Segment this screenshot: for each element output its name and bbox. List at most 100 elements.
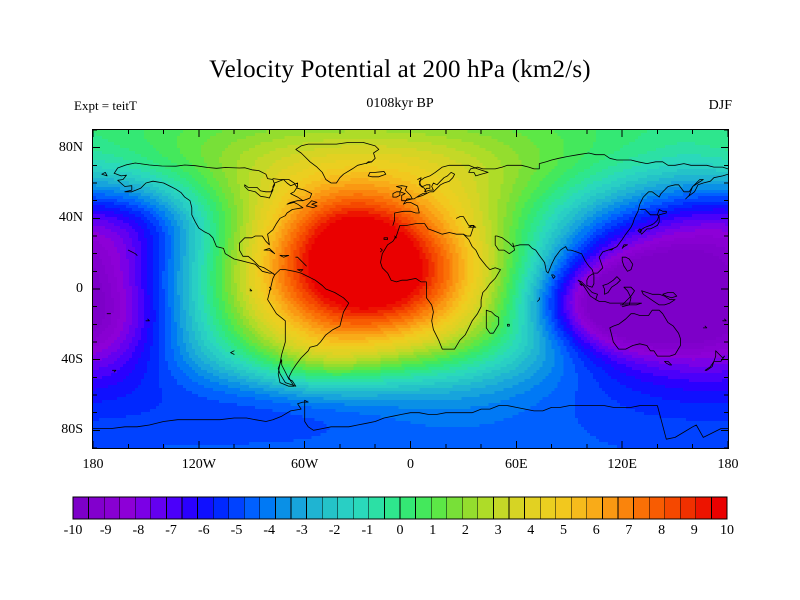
colorbar-tick-label: -5	[230, 523, 243, 538]
colorbar-cell	[213, 497, 230, 519]
coastline-path	[579, 283, 584, 286]
colorbar-tick-label: 7	[625, 523, 633, 538]
x-axis-tick-label: 120W	[181, 457, 216, 472]
colorbar-cell	[384, 497, 401, 519]
coastline-path	[641, 290, 676, 306]
colorbar-tick-label: -9	[99, 523, 112, 538]
colorbar-tick-label: 8	[658, 523, 666, 538]
x-axis-tick-label: 120E	[607, 457, 637, 472]
coastline-path	[621, 244, 628, 249]
colorbar-cell	[182, 497, 198, 519]
coastline-path	[662, 292, 678, 299]
contour-field	[93, 130, 729, 449]
coastlines	[93, 142, 728, 440]
colorbar-cell	[633, 497, 650, 519]
coastline-path	[637, 228, 642, 233]
coastline-path	[249, 288, 253, 292]
coastline-path	[366, 161, 373, 164]
coastline-path	[127, 249, 138, 256]
colorbar-tick-label: 5	[560, 523, 567, 538]
colorbar-cell	[695, 497, 712, 519]
colorbar-tick-label: 0	[396, 523, 404, 538]
coastline-path	[113, 162, 313, 202]
x-axis-tick-label: 60E	[505, 457, 528, 472]
figure-subtitle: 0108kyr BP	[366, 96, 434, 111]
colorbar-cell	[368, 497, 385, 519]
coastline-path	[702, 325, 708, 329]
colorbar-cell	[664, 497, 681, 519]
colorbar-cell	[104, 497, 121, 519]
colorbar-cell	[649, 497, 666, 519]
colorbar-cell	[555, 497, 572, 519]
colorbar-tick-label: 2	[461, 523, 469, 538]
colorbar-tick-label: -8	[132, 523, 145, 538]
colorbar-cell	[353, 497, 370, 519]
colorbar-tick-label: -4	[263, 523, 276, 538]
coastline-path	[306, 200, 318, 209]
y-axis-tick-label: 80S	[61, 422, 83, 438]
colorbar-tick-label: -6	[197, 523, 210, 538]
colorbar-cell	[571, 497, 588, 519]
colorbar-cell	[540, 497, 557, 519]
coastline-path	[456, 216, 475, 237]
colorbar-tick-label: 9	[690, 523, 698, 538]
coastline-path	[396, 185, 413, 202]
coastline-path	[230, 350, 235, 355]
colorbar-cell	[711, 497, 728, 519]
coastline-path	[263, 248, 276, 255]
colorbar-cell	[415, 497, 432, 519]
x-axis-tick-label: 60W	[291, 457, 319, 472]
page-title: Velocity Potential at 200 hPa (km2/s)	[209, 56, 591, 83]
colorbar-cell	[524, 497, 541, 519]
colorbar-tick-label: -7	[165, 523, 177, 538]
coastline-path	[112, 369, 117, 373]
colorbar-cell	[306, 497, 323, 519]
y-axis-tick-label: 80N	[58, 139, 83, 155]
coastline-path	[297, 269, 304, 272]
colorbar-cell	[509, 497, 525, 519]
plot-frame	[92, 129, 729, 449]
colorbar-tick-label: -3	[296, 523, 308, 538]
coastline-path	[639, 209, 667, 235]
coastline-path	[304, 399, 728, 440]
coastline-path	[295, 142, 380, 184]
colorbar-tick-label: 4	[527, 523, 535, 538]
axes	[92, 129, 729, 449]
colorbar-tick-label: 3	[494, 523, 502, 538]
colorbar-cell	[88, 497, 105, 519]
coastline-path	[380, 223, 501, 350]
colorbar-cell	[586, 497, 603, 519]
coastline-path	[394, 235, 397, 239]
coastline-path	[507, 323, 510, 327]
coastline-path	[621, 256, 634, 272]
coastline-path	[537, 297, 540, 302]
colorbar-cell	[337, 497, 354, 519]
colorbar-cell	[197, 497, 214, 519]
colorbar-tick-label: -10	[63, 523, 83, 538]
coastline-path	[101, 172, 108, 177]
coastline-path	[392, 152, 728, 226]
coastline-path	[367, 171, 387, 178]
coastline-path	[113, 172, 304, 276]
coastline-path	[621, 286, 635, 308]
colorbar-cell	[493, 497, 510, 519]
colorbar-cell	[477, 497, 494, 519]
coastline-path	[609, 248, 614, 251]
coastline-path	[468, 225, 477, 228]
colorbar-cell	[73, 497, 89, 519]
x-axis-tick-label: 180	[717, 457, 739, 472]
coastline-path	[295, 256, 307, 267]
colorbar-cell	[135, 497, 152, 519]
coastline-path	[722, 318, 727, 322]
colorbar-cell	[228, 497, 245, 519]
coastline-path	[494, 173, 728, 288]
colorbar-tick-label: -2	[328, 523, 341, 538]
y-axis-tick-label: 40N	[58, 210, 83, 226]
coastline-path	[609, 309, 681, 357]
coastline-path	[417, 172, 455, 198]
coastline-path	[277, 359, 297, 387]
colorbar-cell	[244, 497, 261, 519]
coastline-path	[551, 274, 556, 279]
colorbar-cell	[150, 497, 167, 519]
